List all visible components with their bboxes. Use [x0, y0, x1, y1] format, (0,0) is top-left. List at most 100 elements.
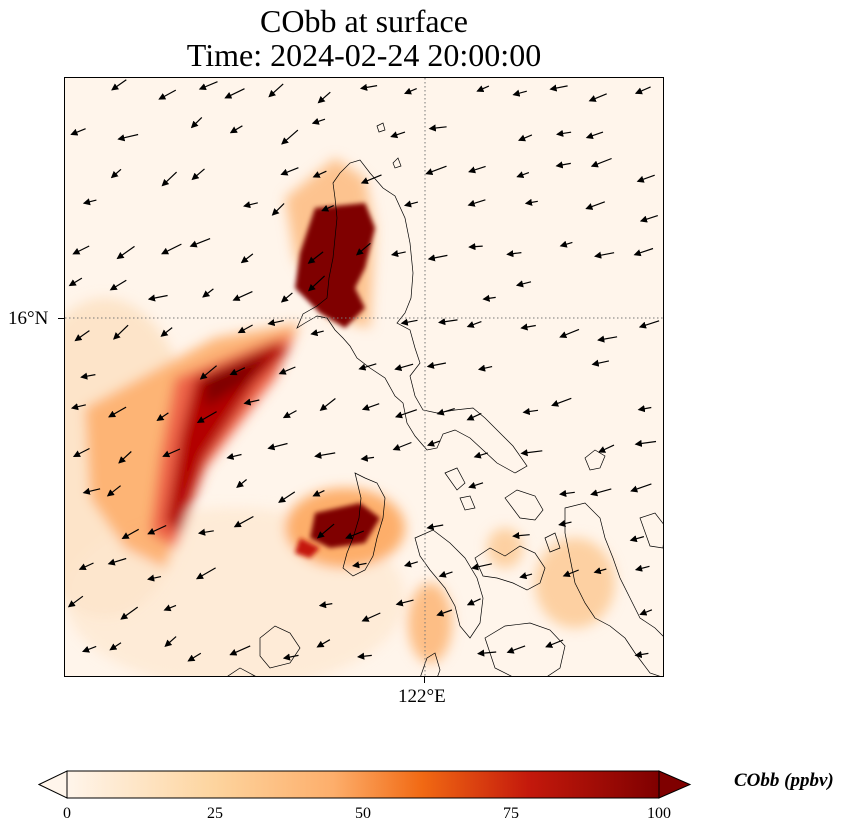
wind-arrow	[638, 320, 660, 329]
wind-arrow	[243, 201, 258, 209]
wind-arrow	[559, 489, 575, 497]
lat-tick-mark	[58, 318, 64, 319]
wind-arrow	[352, 561, 367, 569]
wind-arrow	[594, 251, 615, 259]
wind-arrow	[82, 198, 97, 206]
wind-arrow	[512, 89, 527, 97]
wind-arrow	[555, 161, 571, 169]
wind-arrow	[161, 243, 182, 255]
colorbar	[38, 770, 692, 800]
wind-arrow	[195, 567, 216, 580]
wind-arrow	[403, 200, 419, 208]
wind-arrow	[598, 444, 615, 453]
wind-arrow	[549, 84, 568, 92]
colorbar-tick-label: 0	[63, 805, 71, 822]
wind-arrow	[426, 523, 444, 531]
wind-arrow	[190, 116, 203, 129]
colorbar-label: CObb (ppbv)	[734, 770, 834, 791]
coastline	[227, 667, 256, 676]
wind-arrow	[312, 170, 327, 178]
wind-arrow	[394, 363, 414, 372]
coastline	[639, 512, 663, 549]
wind-arrow	[189, 238, 211, 248]
wind-arrow	[229, 125, 243, 134]
wind-arrow	[147, 574, 162, 582]
wind-arrow	[147, 524, 167, 535]
wind-arrow	[319, 398, 336, 411]
title-time: Time: 2024-02-24 20:00:00	[186, 37, 542, 73]
wind-arrow	[400, 318, 418, 326]
wind-arrow	[156, 412, 169, 421]
wind-arrow	[232, 291, 253, 301]
wind-arrow	[236, 479, 247, 488]
wind-arrow	[512, 532, 530, 540]
wind-arrow	[438, 570, 453, 578]
wind-arrow	[282, 653, 299, 661]
wind-arrow	[116, 245, 135, 260]
wind-arrow	[392, 441, 412, 451]
wind-arrow	[307, 251, 324, 264]
wind-arrow	[108, 406, 127, 418]
wind-arrow	[312, 489, 325, 497]
wind-arrow	[473, 451, 488, 459]
wind-arrow	[636, 174, 655, 183]
wind-arrow	[585, 131, 604, 140]
wind-arrow	[559, 328, 580, 339]
wind-arrow	[476, 85, 490, 93]
wind-arrow	[111, 79, 127, 91]
wind-arrow	[240, 253, 254, 264]
wind-arrow	[468, 481, 484, 489]
wind-arrow	[187, 652, 202, 662]
wind-arrow	[67, 595, 84, 608]
wind-arrow	[280, 292, 293, 303]
wind-arrow	[477, 364, 493, 372]
concentration-field	[65, 158, 615, 676]
wind-arrow	[282, 410, 297, 419]
wind-arrow	[395, 599, 414, 607]
map-canvas	[65, 78, 663, 676]
colorbar-tick-label: 75	[503, 805, 519, 822]
wind-arrow	[196, 411, 217, 424]
wind-arrow	[160, 327, 173, 337]
wind-arrow	[634, 564, 650, 572]
wind-arrow	[468, 165, 486, 174]
wind-arrow	[224, 88, 245, 99]
wind-arrow	[639, 215, 658, 223]
coastline-layer	[227, 122, 663, 676]
wind-arrow	[425, 165, 447, 175]
coastline	[504, 489, 544, 521]
coastline	[376, 122, 386, 133]
coastline	[564, 502, 663, 676]
wind-arrow	[355, 242, 371, 256]
wind-arrow	[436, 609, 453, 617]
wind-arrow	[591, 359, 610, 367]
wind-arrow	[162, 448, 181, 458]
wind-arrow	[74, 330, 90, 342]
wind-arrow	[164, 636, 177, 647]
wind-arrow	[520, 449, 543, 457]
colorbar-tick-label: 100	[647, 805, 671, 822]
wind-arrow	[267, 319, 284, 327]
wind-arrow	[390, 250, 406, 258]
wind-arrow	[117, 133, 139, 142]
wind-arrow	[360, 454, 375, 462]
wind-arrow	[520, 323, 536, 331]
coastline	[474, 545, 546, 591]
wind-arrow	[198, 81, 218, 91]
wind-arrow	[360, 174, 382, 184]
wind-arrow	[68, 277, 83, 287]
wind-arrow	[359, 83, 378, 91]
wind-arrow	[106, 485, 121, 497]
wind-arrow	[427, 254, 448, 262]
wind-arrow	[634, 650, 649, 659]
wind-arrow	[426, 361, 447, 369]
wind-arrow	[158, 89, 177, 100]
wind-arrow	[559, 240, 573, 248]
wind-arrow	[357, 652, 372, 660]
wind-arrow	[403, 87, 417, 95]
wind-arrow	[519, 572, 533, 580]
wind-arrow	[70, 128, 86, 136]
coastline	[342, 472, 386, 577]
graticule	[65, 78, 663, 676]
wind-arrow	[515, 280, 532, 288]
